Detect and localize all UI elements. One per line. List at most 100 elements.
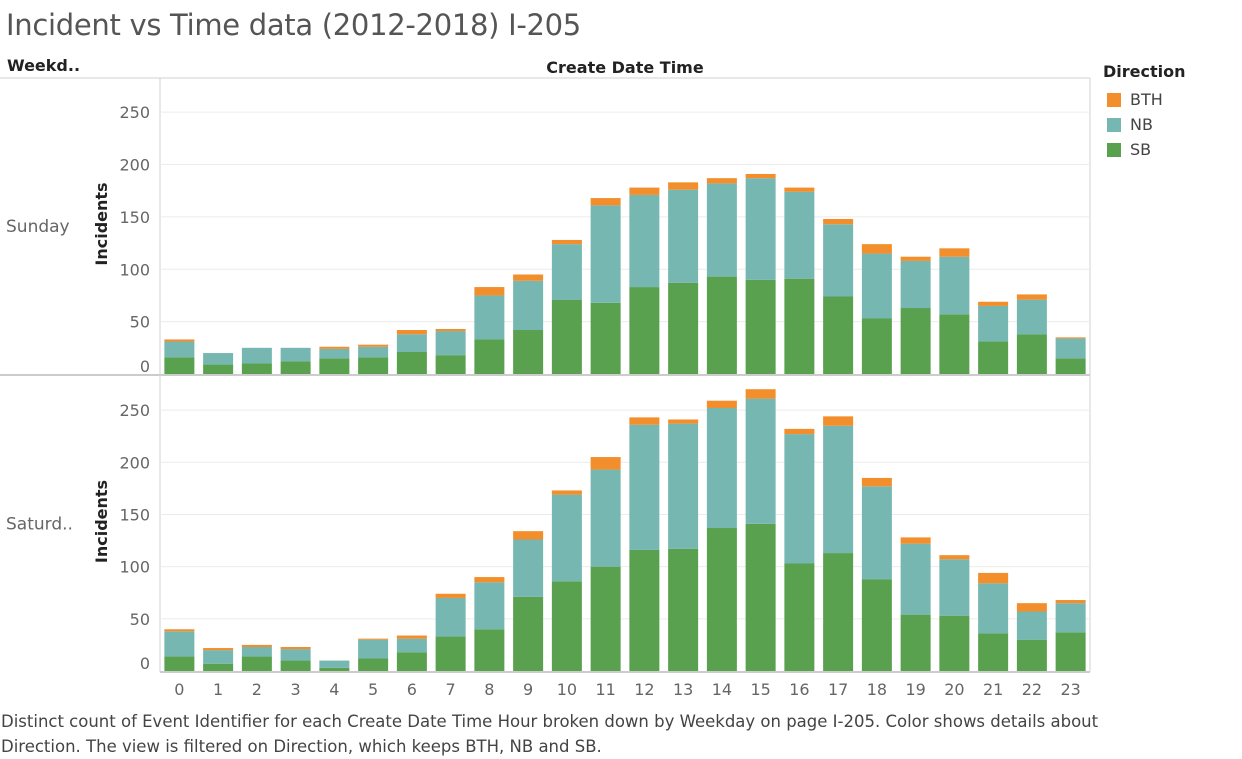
- bar-segment-bth: [939, 248, 970, 257]
- x-tick-label: 18: [867, 680, 887, 699]
- bar-segment-bth: [668, 419, 699, 424]
- x-tick-label: 0: [174, 680, 184, 699]
- bar-segment-sb: [784, 278, 815, 374]
- bar-segment-nb: [319, 348, 350, 359]
- bar-segment-bth: [513, 274, 544, 281]
- bar-segment-nb: [900, 543, 931, 615]
- x-tick-label: 20: [944, 680, 964, 699]
- bar-segment-nb: [513, 539, 544, 597]
- bar-segment-bth: [706, 178, 737, 184]
- bar-segment-sb: [435, 355, 466, 374]
- bar-segment-sb: [513, 330, 544, 374]
- chart-caption: Distinct count of Event Identifier for e…: [1, 712, 1099, 756]
- bar-segment-nb: [280, 347, 311, 362]
- row-header-weekday[interactable]: Weekd..: [7, 56, 81, 75]
- bar-segment-sb: [861, 579, 892, 671]
- bar-segment-nb: [784, 191, 815, 279]
- bar-segment-nb: [1055, 338, 1086, 359]
- y-tick-label: 0: [140, 654, 150, 673]
- x-tick-label: 12: [634, 680, 654, 699]
- bar-segment-sb: [823, 296, 854, 374]
- bar-segment-nb: [823, 224, 854, 297]
- bar-segment-nb: [978, 583, 1009, 634]
- y-tick-label: 0: [140, 357, 150, 376]
- bar-segment-sb: [164, 357, 195, 374]
- bar-segment-sb: [164, 656, 195, 671]
- y-axis-title: Incidents: [92, 182, 111, 265]
- bar-segment-nb: [319, 660, 350, 668]
- x-tick-label: 22: [1022, 680, 1042, 699]
- bar-segment-nb: [900, 260, 931, 309]
- bar-segment-bth: [319, 346, 350, 349]
- bar-segment-nb: [280, 649, 311, 661]
- bar-segment-sb: [939, 615, 970, 671]
- x-tick-label: 23: [1060, 680, 1080, 699]
- bar-segment-nb: [706, 408, 737, 529]
- bar-segment-nb: [164, 341, 195, 358]
- x-tick-label: 15: [750, 680, 770, 699]
- bar-segment-bth: [784, 187, 815, 192]
- bar-segment-bth: [164, 629, 195, 632]
- bar-segment-sb: [745, 279, 776, 374]
- bar-segment-bth: [241, 644, 272, 647]
- x-tick-label: 8: [484, 680, 494, 699]
- bar-segment-sb: [280, 660, 311, 671]
- bar-segment-nb: [396, 334, 427, 353]
- bar-segment-nb: [590, 205, 621, 303]
- bar-segment-bth: [745, 173, 776, 179]
- bar-segment-sb: [706, 276, 737, 374]
- legend-label-sb: SB: [1130, 140, 1152, 159]
- bar-segment-nb: [823, 425, 854, 554]
- bar-segment-nb: [939, 256, 970, 315]
- pane-label: Sunday: [6, 217, 70, 237]
- bar-segment-nb: [1016, 611, 1047, 640]
- bar-segment-sb: [1055, 358, 1086, 374]
- legend-item-sb[interactable]: SB: [1103, 137, 1186, 162]
- x-tick-label: 16: [789, 680, 809, 699]
- y-axis-title: Incidents: [92, 480, 111, 563]
- bar-segment-sb: [513, 596, 544, 671]
- bar-segment-sb: [1055, 632, 1086, 671]
- bar-segment-bth: [939, 555, 970, 560]
- bar-segment-nb: [939, 559, 970, 616]
- bar-segment-bth: [358, 344, 389, 347]
- y-tick-label: 100: [119, 260, 150, 279]
- bar-segment-bth: [823, 219, 854, 225]
- y-tick-label: 150: [119, 505, 150, 524]
- bar-segment-sb: [706, 528, 737, 671]
- bar-segment-bth: [1055, 337, 1086, 339]
- bar-segment-nb: [474, 582, 505, 630]
- bar-segment-sb: [280, 361, 311, 374]
- bar-segment-nb: [435, 597, 466, 637]
- x-tick-label: 3: [291, 680, 301, 699]
- bar-segment-sb: [900, 308, 931, 374]
- y-tick-label: 150: [119, 208, 150, 227]
- bar-segment-bth: [900, 256, 931, 261]
- legend-item-bth[interactable]: BTH: [1103, 87, 1186, 112]
- bar-segment-nb: [358, 346, 389, 358]
- x-tick-label: 2: [252, 680, 262, 699]
- bar-segment-sb: [319, 667, 350, 671]
- bar-segment-bth: [629, 187, 660, 195]
- bar-segment-sb: [745, 523, 776, 671]
- bar-segment-sb: [1016, 639, 1047, 671]
- bar-segment-sb: [939, 314, 970, 374]
- bar-segment-sb: [668, 282, 699, 374]
- bar-segment-nb: [784, 434, 815, 564]
- legend-swatch-sb: [1107, 142, 1121, 157]
- bar-segment-nb: [203, 353, 234, 365]
- legend-item-nb[interactable]: NB: [1103, 112, 1186, 137]
- bar-segment-sb: [1016, 334, 1047, 374]
- bar-segment-bth: [590, 198, 621, 206]
- bar-segment-sb: [241, 656, 272, 671]
- column-header-create-date-time[interactable]: Create Date Time: [546, 58, 704, 77]
- bar-segment-bth: [1016, 603, 1047, 612]
- bar-segment-nb: [551, 494, 582, 582]
- x-tick-label: 7: [446, 680, 456, 699]
- bar-segment-sb: [900, 614, 931, 671]
- bar-segment-bth: [978, 572, 1009, 584]
- x-tick-label: 9: [523, 680, 533, 699]
- bar-segment-sb: [241, 363, 272, 374]
- bar-segment-sb: [435, 636, 466, 671]
